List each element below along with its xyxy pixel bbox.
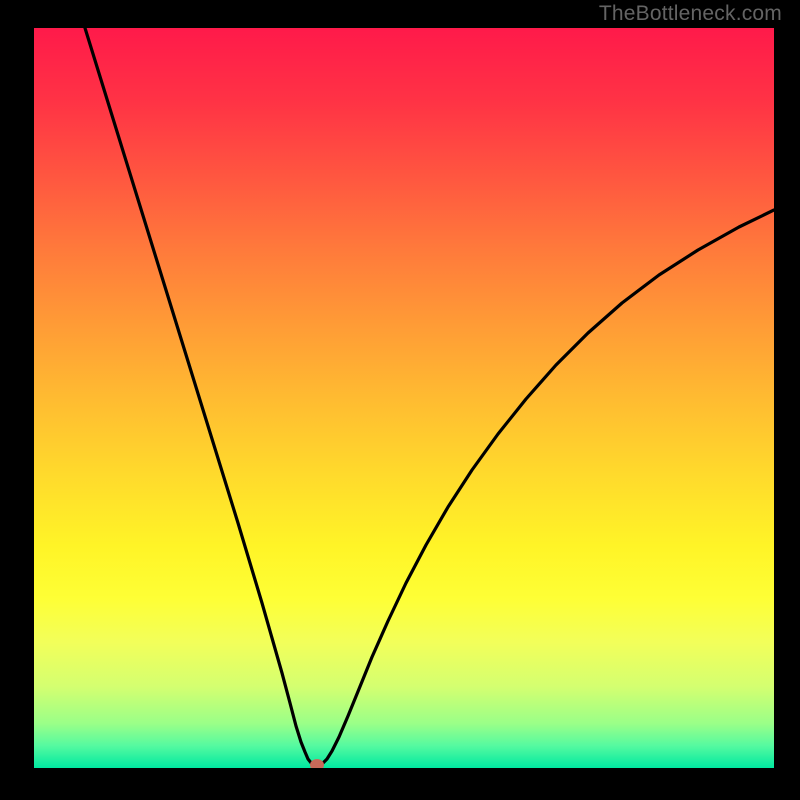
plot-area (34, 28, 774, 768)
curve-layer (34, 28, 774, 768)
watermark-text: TheBottleneck.com (599, 2, 782, 26)
minimum-marker (310, 759, 324, 768)
bottleneck-curve (85, 28, 774, 765)
